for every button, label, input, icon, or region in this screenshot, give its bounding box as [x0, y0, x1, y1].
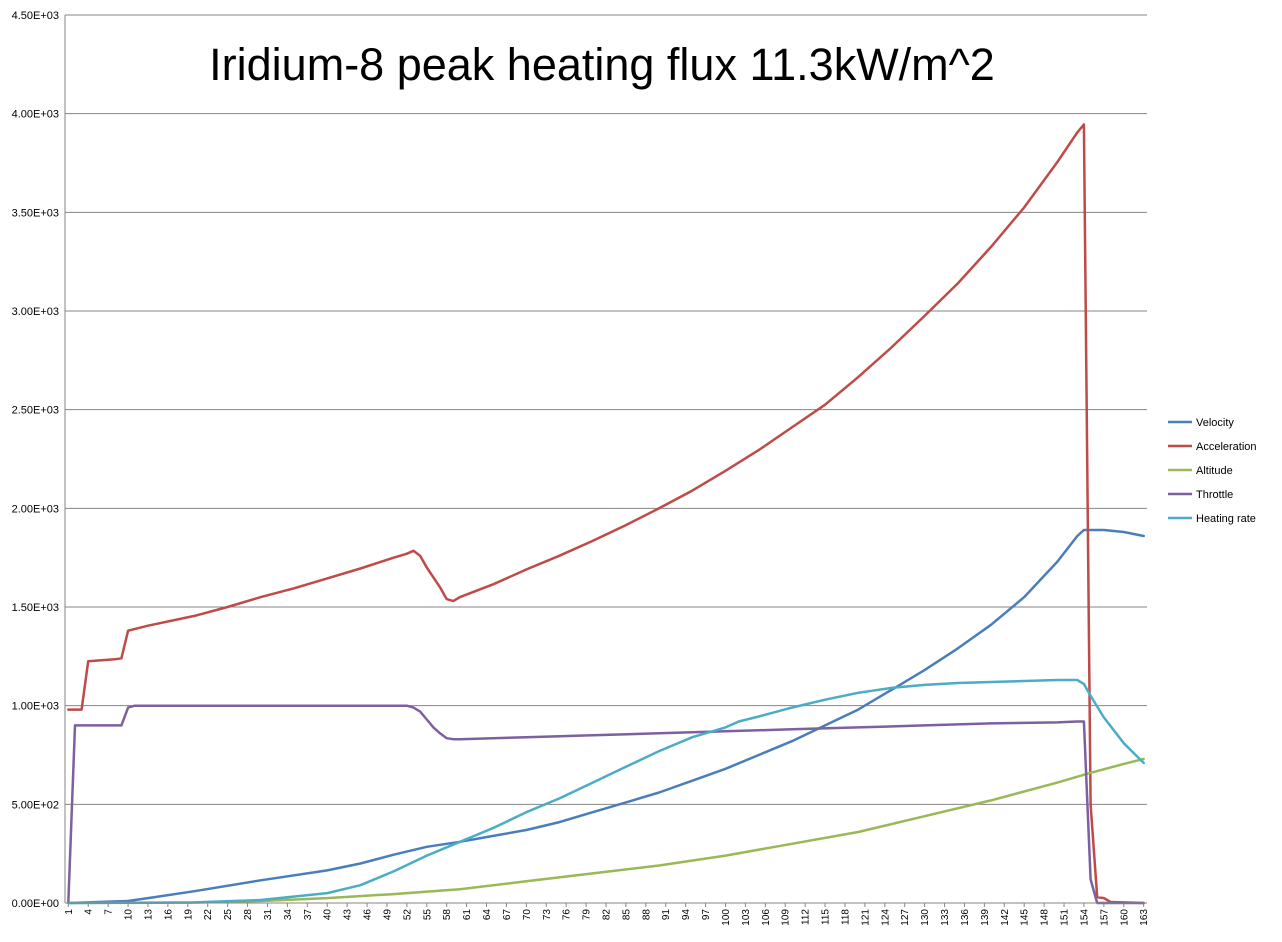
- x-tick-label-17: 52: [402, 909, 413, 921]
- x-tick-label-40: 121: [860, 909, 871, 926]
- x-tick-label-18: 55: [422, 909, 433, 921]
- x-tick-label-16: 49: [382, 909, 393, 921]
- x-tick-label-15: 46: [363, 909, 374, 921]
- series-lines: [67, 123, 1145, 905]
- x-tick-label-5: 16: [163, 909, 174, 921]
- x-tick-label-44: 133: [940, 909, 951, 926]
- x-tick-label-8: 25: [223, 909, 234, 921]
- x-tick-label-49: 148: [1040, 909, 1051, 926]
- x-tick-label-25: 76: [562, 909, 573, 921]
- x-tick-label-33: 100: [721, 909, 732, 926]
- y-tick-label-0: 0.00E+00: [12, 898, 59, 910]
- x-tick-label-0: 1: [64, 909, 75, 915]
- y-tick-label-3: 1.50E+03: [12, 602, 59, 614]
- x-tick-label-30: 91: [661, 909, 672, 921]
- x-tick-label-31: 94: [681, 909, 692, 921]
- x-tick-label-41: 124: [880, 909, 891, 926]
- y-tick-label-4: 2.00E+03: [12, 503, 59, 515]
- x-tick-label-48: 145: [1020, 909, 1031, 926]
- x-tick-label-2: 7: [104, 909, 115, 915]
- x-tick-label-6: 19: [183, 909, 194, 921]
- legend-label-throttle: Throttle: [1196, 489, 1233, 501]
- x-tick-label-21: 64: [482, 909, 493, 921]
- y-tick-label-9: 4.50E+03: [12, 10, 59, 22]
- y-axis-tick-labels: 0.00E+00 5.00E+02 1.00E+03 1.50E+03 2.00E+03…: [12, 10, 59, 910]
- x-tick-label-4: 13: [143, 909, 154, 921]
- series-line-acceleration: [67, 123, 1145, 905]
- series-line-altitude: [67, 757, 1145, 905]
- x-tick-label-29: 88: [641, 909, 652, 921]
- x-tick-label-50: 151: [1060, 909, 1071, 926]
- y-tick-label-7: 3.50E+03: [12, 207, 59, 219]
- x-tick-label-24: 73: [542, 909, 553, 921]
- legend-label-altitude: Altitude: [1196, 465, 1233, 477]
- x-tick-label-3: 10: [124, 909, 135, 921]
- x-tick-label-37: 112: [801, 909, 812, 925]
- y-tick-label-2: 1.00E+03: [12, 701, 59, 713]
- x-tick-label-43: 130: [920, 909, 931, 926]
- x-tick-label-14: 43: [343, 909, 354, 921]
- x-tick-label-1: 4: [84, 909, 95, 915]
- series-line-velocity: [67, 528, 1145, 905]
- y-tick-label-5: 2.50E+03: [12, 405, 59, 417]
- x-tick-label-7: 22: [203, 909, 214, 921]
- x-tick-label-45: 136: [960, 909, 971, 926]
- x-tick-label-47: 142: [1000, 909, 1011, 926]
- x-tick-label-22: 67: [502, 909, 513, 921]
- x-tick-label-35: 106: [761, 909, 772, 926]
- y-tick-label-8: 4.00E+03: [12, 109, 59, 121]
- x-tick-label-23: 70: [522, 909, 533, 921]
- x-tick-label-54: 163: [1139, 909, 1150, 926]
- y-tick-label-1: 5.00E+02: [12, 799, 59, 811]
- series-line-heating-rate: [67, 678, 1145, 905]
- chart-title: Iridium-8 peak heating flux 11.3kW/m^2: [209, 39, 995, 90]
- y-tick-label-6: 3.00E+03: [12, 306, 59, 318]
- axes: [64, 15, 1147, 904]
- x-tick-label-52: 157: [1099, 909, 1110, 926]
- x-tick-label-38: 115: [821, 909, 832, 925]
- x-tick-label-13: 40: [323, 909, 334, 921]
- x-tick-label-10: 31: [263, 909, 274, 921]
- x-tick-label-26: 79: [582, 909, 593, 921]
- x-tick-label-46: 139: [980, 909, 991, 926]
- x-tick-label-27: 82: [602, 909, 613, 921]
- x-tick-label-9: 28: [243, 909, 254, 921]
- legend: Velocity Acceleration Altitude Throttle Heat…: [1168, 417, 1257, 525]
- x-tick-label-12: 37: [303, 909, 314, 921]
- x-tick-label-20: 61: [462, 909, 473, 921]
- x-tick-label-53: 160: [1119, 909, 1130, 926]
- legend-label-heating-rate: Heating rate: [1196, 513, 1256, 525]
- x-tick-label-19: 58: [442, 909, 453, 921]
- x-tick-label-32: 97: [701, 909, 712, 921]
- x-tick-label-28: 85: [621, 909, 632, 921]
- legend-label-velocity: Velocity: [1196, 417, 1234, 429]
- x-tick-label-51: 154: [1079, 909, 1090, 926]
- x-axis-tick-labels: 1 4 7 10 13 16 19 22 25 28 31 34 37 40 43 46 49 52 55 58 61 6…: [64, 903, 1150, 926]
- gridlines: [65, 14, 1147, 805]
- x-tick-label-11: 34: [283, 909, 294, 921]
- x-tick-label-36: 109: [781, 909, 792, 926]
- x-tick-label-42: 127: [900, 909, 911, 926]
- legend-label-acceleration: Acceleration: [1196, 441, 1257, 453]
- x-tick-label-39: 118: [840, 909, 851, 925]
- x-tick-label-34: 103: [741, 909, 752, 926]
- series-line-throttle: [67, 704, 1145, 905]
